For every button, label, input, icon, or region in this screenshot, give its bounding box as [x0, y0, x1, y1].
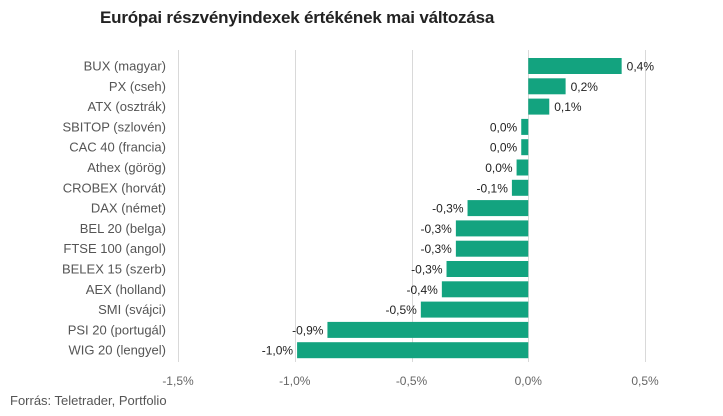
data-label: -0,5% [385, 303, 417, 317]
data-label: -0,4% [406, 283, 438, 297]
data-label: -0,1% [477, 181, 509, 195]
data-label: -0,3% [432, 202, 464, 216]
category-label: BELEX 15 (szerb) [62, 262, 166, 277]
bar [327, 321, 529, 338]
category-label: WIG 20 (lengyel) [68, 343, 166, 358]
category-label: CROBEX (horvát) [63, 180, 166, 195]
category-label: PX (cseh) [109, 79, 166, 94]
category-label: BEL 20 (belga) [80, 221, 166, 236]
x-tick-label: 0,5% [631, 374, 659, 388]
source-note: Forrás: Teletrader, Portfolio [10, 393, 167, 408]
gridlines [178, 50, 646, 362]
bar [528, 58, 622, 74]
bar [511, 179, 529, 196]
bar [521, 118, 529, 135]
data-label: -0,9% [292, 323, 324, 337]
chart-title: Európai részvényindexek értékének mai vá… [100, 8, 495, 27]
data-label: 0,0% [490, 120, 518, 134]
data-label: -0,3% [411, 263, 443, 277]
bars [297, 58, 622, 359]
data-label: -0,3% [421, 222, 453, 236]
bar [528, 98, 550, 115]
category-label: FTSE 100 (angol) [63, 241, 166, 256]
category-label: CAC 40 (francia) [69, 140, 166, 155]
category-label: SMI (svájci) [98, 302, 166, 317]
data-label: -1,0% [262, 344, 294, 358]
x-tick-label: -1,0% [279, 374, 311, 388]
bar [446, 261, 529, 277]
data-label: -0,3% [421, 242, 453, 256]
bar [521, 139, 529, 156]
category-label: PSI 20 (portugál) [68, 322, 166, 337]
bar [467, 200, 529, 217]
bar [441, 281, 529, 298]
bar [455, 240, 529, 257]
category-labels: BUX (magyar) PX (cseh) ATX (osztrák) SBITOP… [62, 59, 166, 358]
bar [420, 301, 529, 318]
data-label: 0,1% [554, 100, 582, 114]
x-tick-label: -0,5% [396, 374, 428, 388]
bar [455, 220, 529, 237]
x-axis-ticks: -1,5% -1,0% -0,5% 0,0% 0,5% [162, 374, 659, 388]
category-label: BUX (magyar) [84, 59, 166, 74]
x-tick-label: 0,0% [515, 374, 543, 388]
category-label: ATX (osztrák) [88, 99, 167, 114]
data-labels: 0,4% 0,2% 0,1% 0,0% 0,0% 0,0% -0,1% -0,3% -0,3% -… [262, 60, 655, 358]
data-label: 0,0% [485, 161, 513, 175]
bar [297, 342, 529, 359]
bar [516, 159, 529, 176]
category-label: SBITOP (szlovén) [62, 119, 166, 134]
bar [528, 78, 566, 95]
data-label: 0,0% [490, 141, 518, 155]
category-label: DAX (német) [91, 201, 166, 216]
category-label: AEX (holland) [86, 282, 166, 297]
data-label: 0,2% [571, 80, 599, 94]
category-label: Athex (görög) [87, 160, 166, 175]
x-tick-label: -1,5% [162, 374, 194, 388]
data-label: 0,4% [627, 60, 655, 74]
